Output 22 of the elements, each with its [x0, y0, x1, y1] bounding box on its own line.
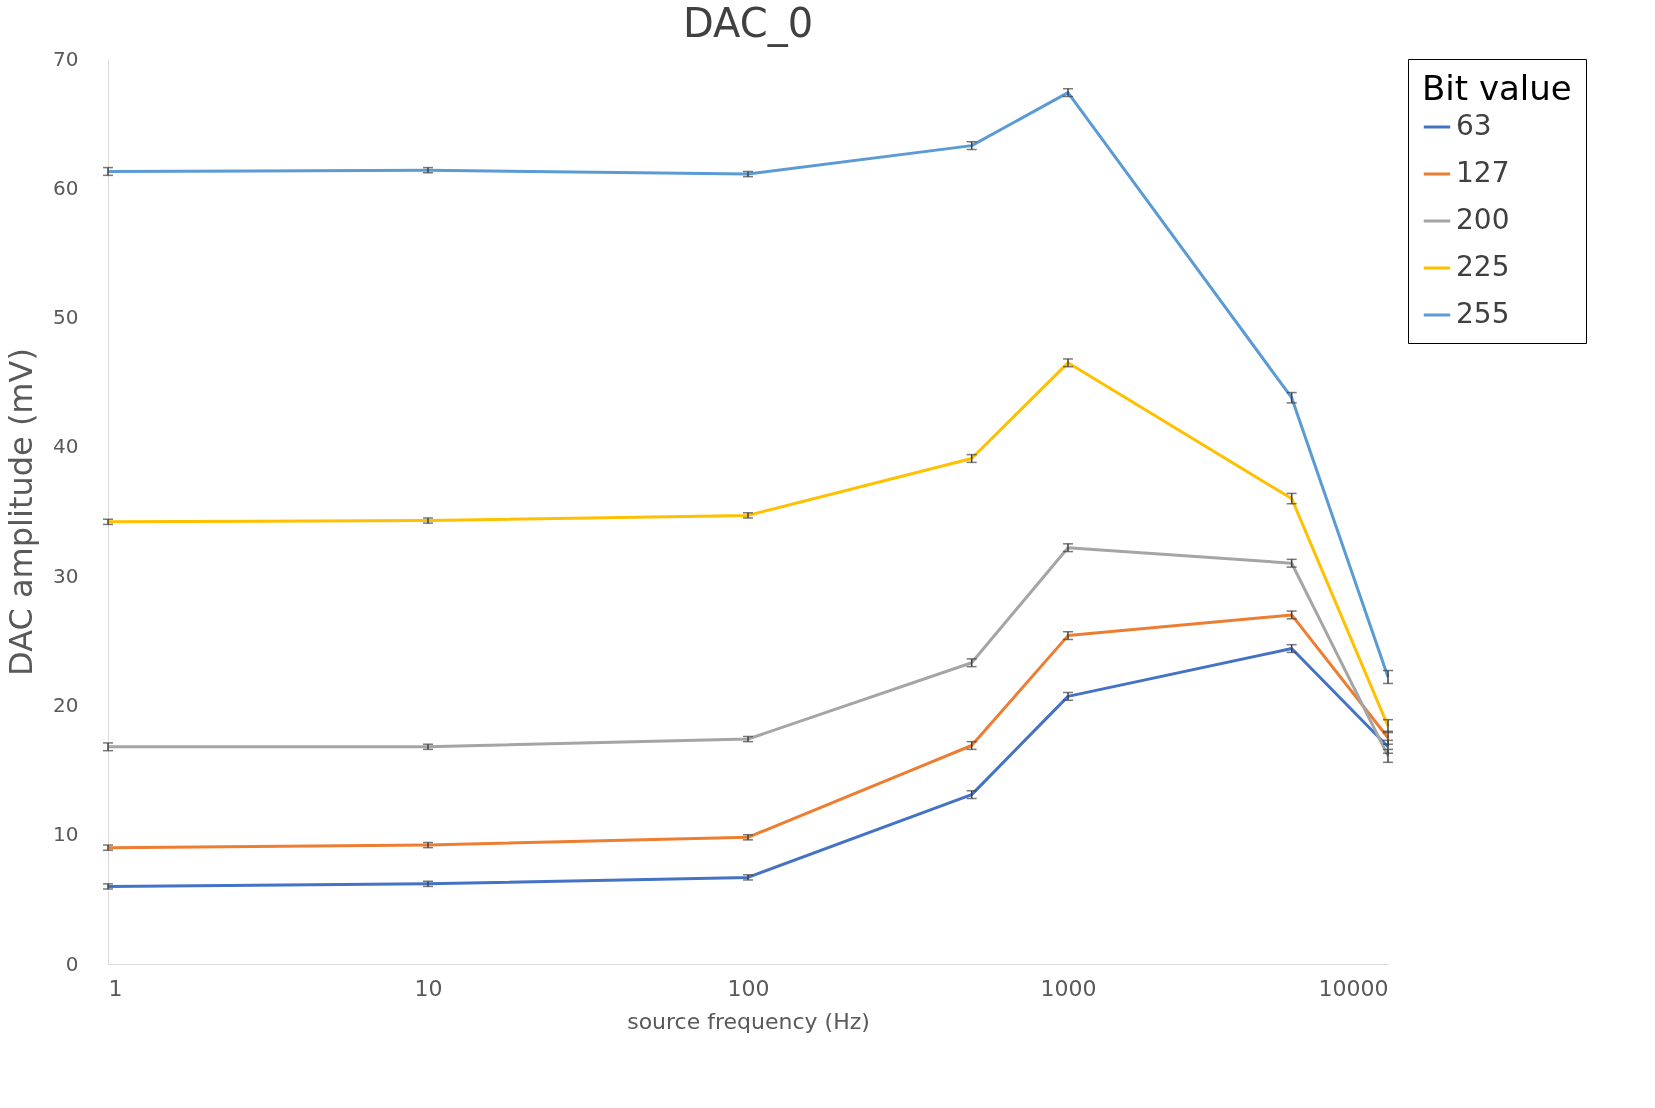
y-tick-label: 0 — [65, 951, 79, 976]
legend-title: Bit value — [1422, 68, 1572, 108]
y-axis-title: DAC amplitude (mV) — [2, 348, 41, 676]
y-tick-label: 10 — [53, 822, 79, 847]
legend-label: 63 — [1456, 109, 1492, 142]
chart-title: DAC_0 — [682, 0, 814, 47]
y-tick-label: 50 — [53, 305, 79, 330]
y-tick-label: 30 — [53, 563, 79, 588]
x-tick-label: 100 — [727, 975, 770, 1001]
legend-label: 225 — [1456, 250, 1510, 283]
y-tick-label: 20 — [53, 692, 79, 717]
legend-label: 255 — [1456, 297, 1510, 330]
x-tick-label: 1000 — [1040, 975, 1097, 1001]
x-tick-label: 10000 — [1318, 975, 1389, 1001]
legend-label: 200 — [1456, 203, 1510, 236]
x-tick-label: 10 — [414, 975, 443, 1001]
x-axis-title: source frequency (Hz) — [627, 1008, 870, 1034]
y-tick-label: 40 — [53, 434, 79, 459]
legend-label: 127 — [1456, 156, 1510, 189]
x-tick-label: 1 — [108, 975, 123, 1001]
y-tick-label: 60 — [53, 175, 79, 200]
y-tick-label: 70 — [53, 46, 79, 71]
